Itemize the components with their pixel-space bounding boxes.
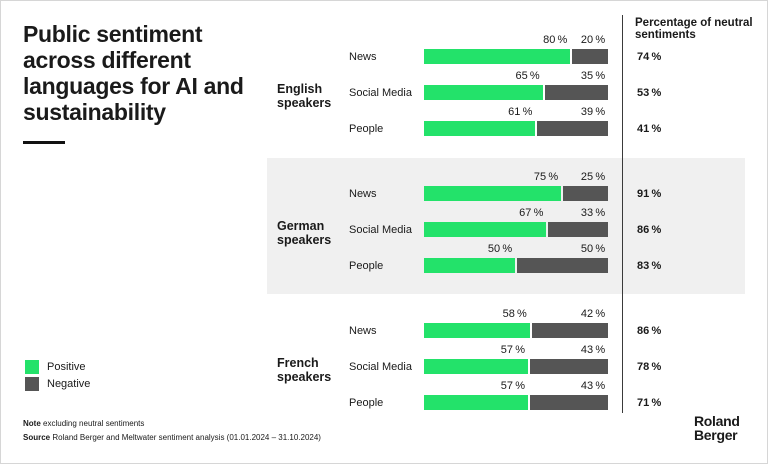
label-positive-german-speakers-social-media: 67 %	[519, 207, 544, 219]
note-prefix: Note	[23, 419, 41, 428]
bar-positive-english-speakers-people	[424, 121, 536, 136]
label-positive-german-speakers-news: 75 %	[533, 171, 559, 183]
bar-negative-german-speakers-news	[563, 186, 608, 201]
source-line: Source Roland Berger and Meltwater senti…	[23, 433, 321, 443]
label-positive-french-speakers-news: 58 %	[502, 308, 527, 320]
roland-berger-logo: Roland Berger	[694, 414, 740, 442]
bar-positive-english-speakers-social-media	[424, 85, 543, 100]
label-negative-french-speakers-social-media: 43 %	[580, 344, 606, 356]
bar-negative-english-speakers-social-media	[544, 85, 608, 100]
group-label-english-speakers: English speakers	[277, 82, 332, 110]
group-label-german-speakers: German speakers	[277, 219, 332, 247]
label-positive-french-speakers-social-media: 57 %	[500, 344, 525, 356]
bar-negative-french-speakers-social-media	[529, 359, 608, 374]
row-label-french-speakers-news: News	[349, 325, 377, 337]
label-negative-english-speakers-social-media: 35 %	[580, 70, 606, 82]
neutral-value-french-speakers-social-media: 78 %	[637, 361, 662, 373]
footnote: Note excluding neutral sentiments	[23, 419, 144, 429]
bar-positive-english-speakers-news	[424, 49, 571, 64]
bar-negative-french-speakers-people	[529, 395, 608, 410]
neutral-value-german-speakers-social-media: 86 %	[637, 224, 662, 236]
bar-negative-german-speakers-people	[517, 258, 608, 273]
bar-negative-french-speakers-news	[531, 323, 608, 338]
label-positive-english-speakers-news: 80 %	[543, 34, 568, 46]
bar-negative-german-speakers-social-media	[548, 222, 608, 237]
row-label-german-speakers-social-media: Social Media	[349, 224, 412, 236]
legend-label-positive: Positive	[47, 361, 86, 373]
logo-line-2: Berger	[694, 427, 738, 443]
neutral-value-german-speakers-people: 83 %	[637, 260, 662, 272]
row-label-english-speakers-people: People	[349, 123, 384, 135]
label-negative-german-speakers-news: 25 %	[580, 171, 606, 183]
group-label-french-speakers: French speakers	[277, 356, 332, 384]
note-text: excluding neutral sentiments	[43, 419, 145, 428]
bar-positive-german-speakers-people	[424, 258, 515, 273]
legend-swatch-positive	[25, 360, 39, 374]
bar-positive-french-speakers-people	[424, 395, 528, 410]
label-negative-english-speakers-news: 20 %	[580, 34, 606, 46]
label-positive-english-speakers-social-media: 65 %	[515, 70, 540, 82]
source-text: Roland Berger and Meltwater sentiment an…	[52, 433, 321, 442]
logo-line-1: Roland	[694, 413, 740, 429]
row-label-french-speakers-social-media: Social Media	[349, 361, 412, 373]
row-label-english-speakers-social-media: Social Media	[349, 87, 412, 99]
bar-positive-german-speakers-social-media	[424, 222, 547, 237]
row-label-german-speakers-news: News	[349, 188, 377, 200]
label-negative-french-speakers-news: 42 %	[580, 308, 606, 320]
neutral-column-header: Percentage of neutral sentiments	[635, 17, 753, 41]
title-underline	[23, 141, 65, 144]
neutral-value-french-speakers-people: 71 %	[637, 397, 662, 409]
neutral-divider	[622, 15, 623, 413]
bar-positive-german-speakers-news	[424, 186, 561, 201]
bar-negative-english-speakers-people	[537, 121, 608, 136]
bar-positive-french-speakers-social-media	[424, 359, 528, 374]
neutral-value-german-speakers-news: 91 %	[637, 188, 662, 200]
label-positive-english-speakers-people: 61 %	[508, 106, 533, 118]
neutral-value-english-speakers-people: 41 %	[637, 123, 662, 135]
chart-title: Public sentiment across different langua…	[23, 21, 244, 125]
label-negative-german-speakers-social-media: 33 %	[580, 207, 606, 219]
label-positive-french-speakers-people: 57 %	[500, 380, 525, 392]
label-negative-english-speakers-people: 39 %	[580, 106, 606, 118]
neutral-value-english-speakers-news: 74 %	[637, 51, 662, 63]
label-negative-german-speakers-people: 50 %	[580, 243, 606, 255]
legend-swatch-negative	[25, 377, 39, 391]
legend-label-negative: Negative	[47, 378, 91, 390]
bar-positive-french-speakers-news	[424, 323, 530, 338]
neutral-value-french-speakers-news: 86 %	[637, 325, 662, 337]
bar-negative-english-speakers-news	[572, 49, 608, 64]
neutral-value-english-speakers-social-media: 53 %	[637, 87, 662, 99]
row-label-german-speakers-people: People	[349, 260, 384, 272]
label-positive-german-speakers-people: 50 %	[487, 243, 513, 255]
source-prefix: Source	[23, 433, 51, 442]
label-negative-french-speakers-people: 43 %	[580, 380, 606, 392]
row-label-english-speakers-news: News	[349, 51, 377, 63]
row-label-french-speakers-people: People	[349, 397, 384, 409]
